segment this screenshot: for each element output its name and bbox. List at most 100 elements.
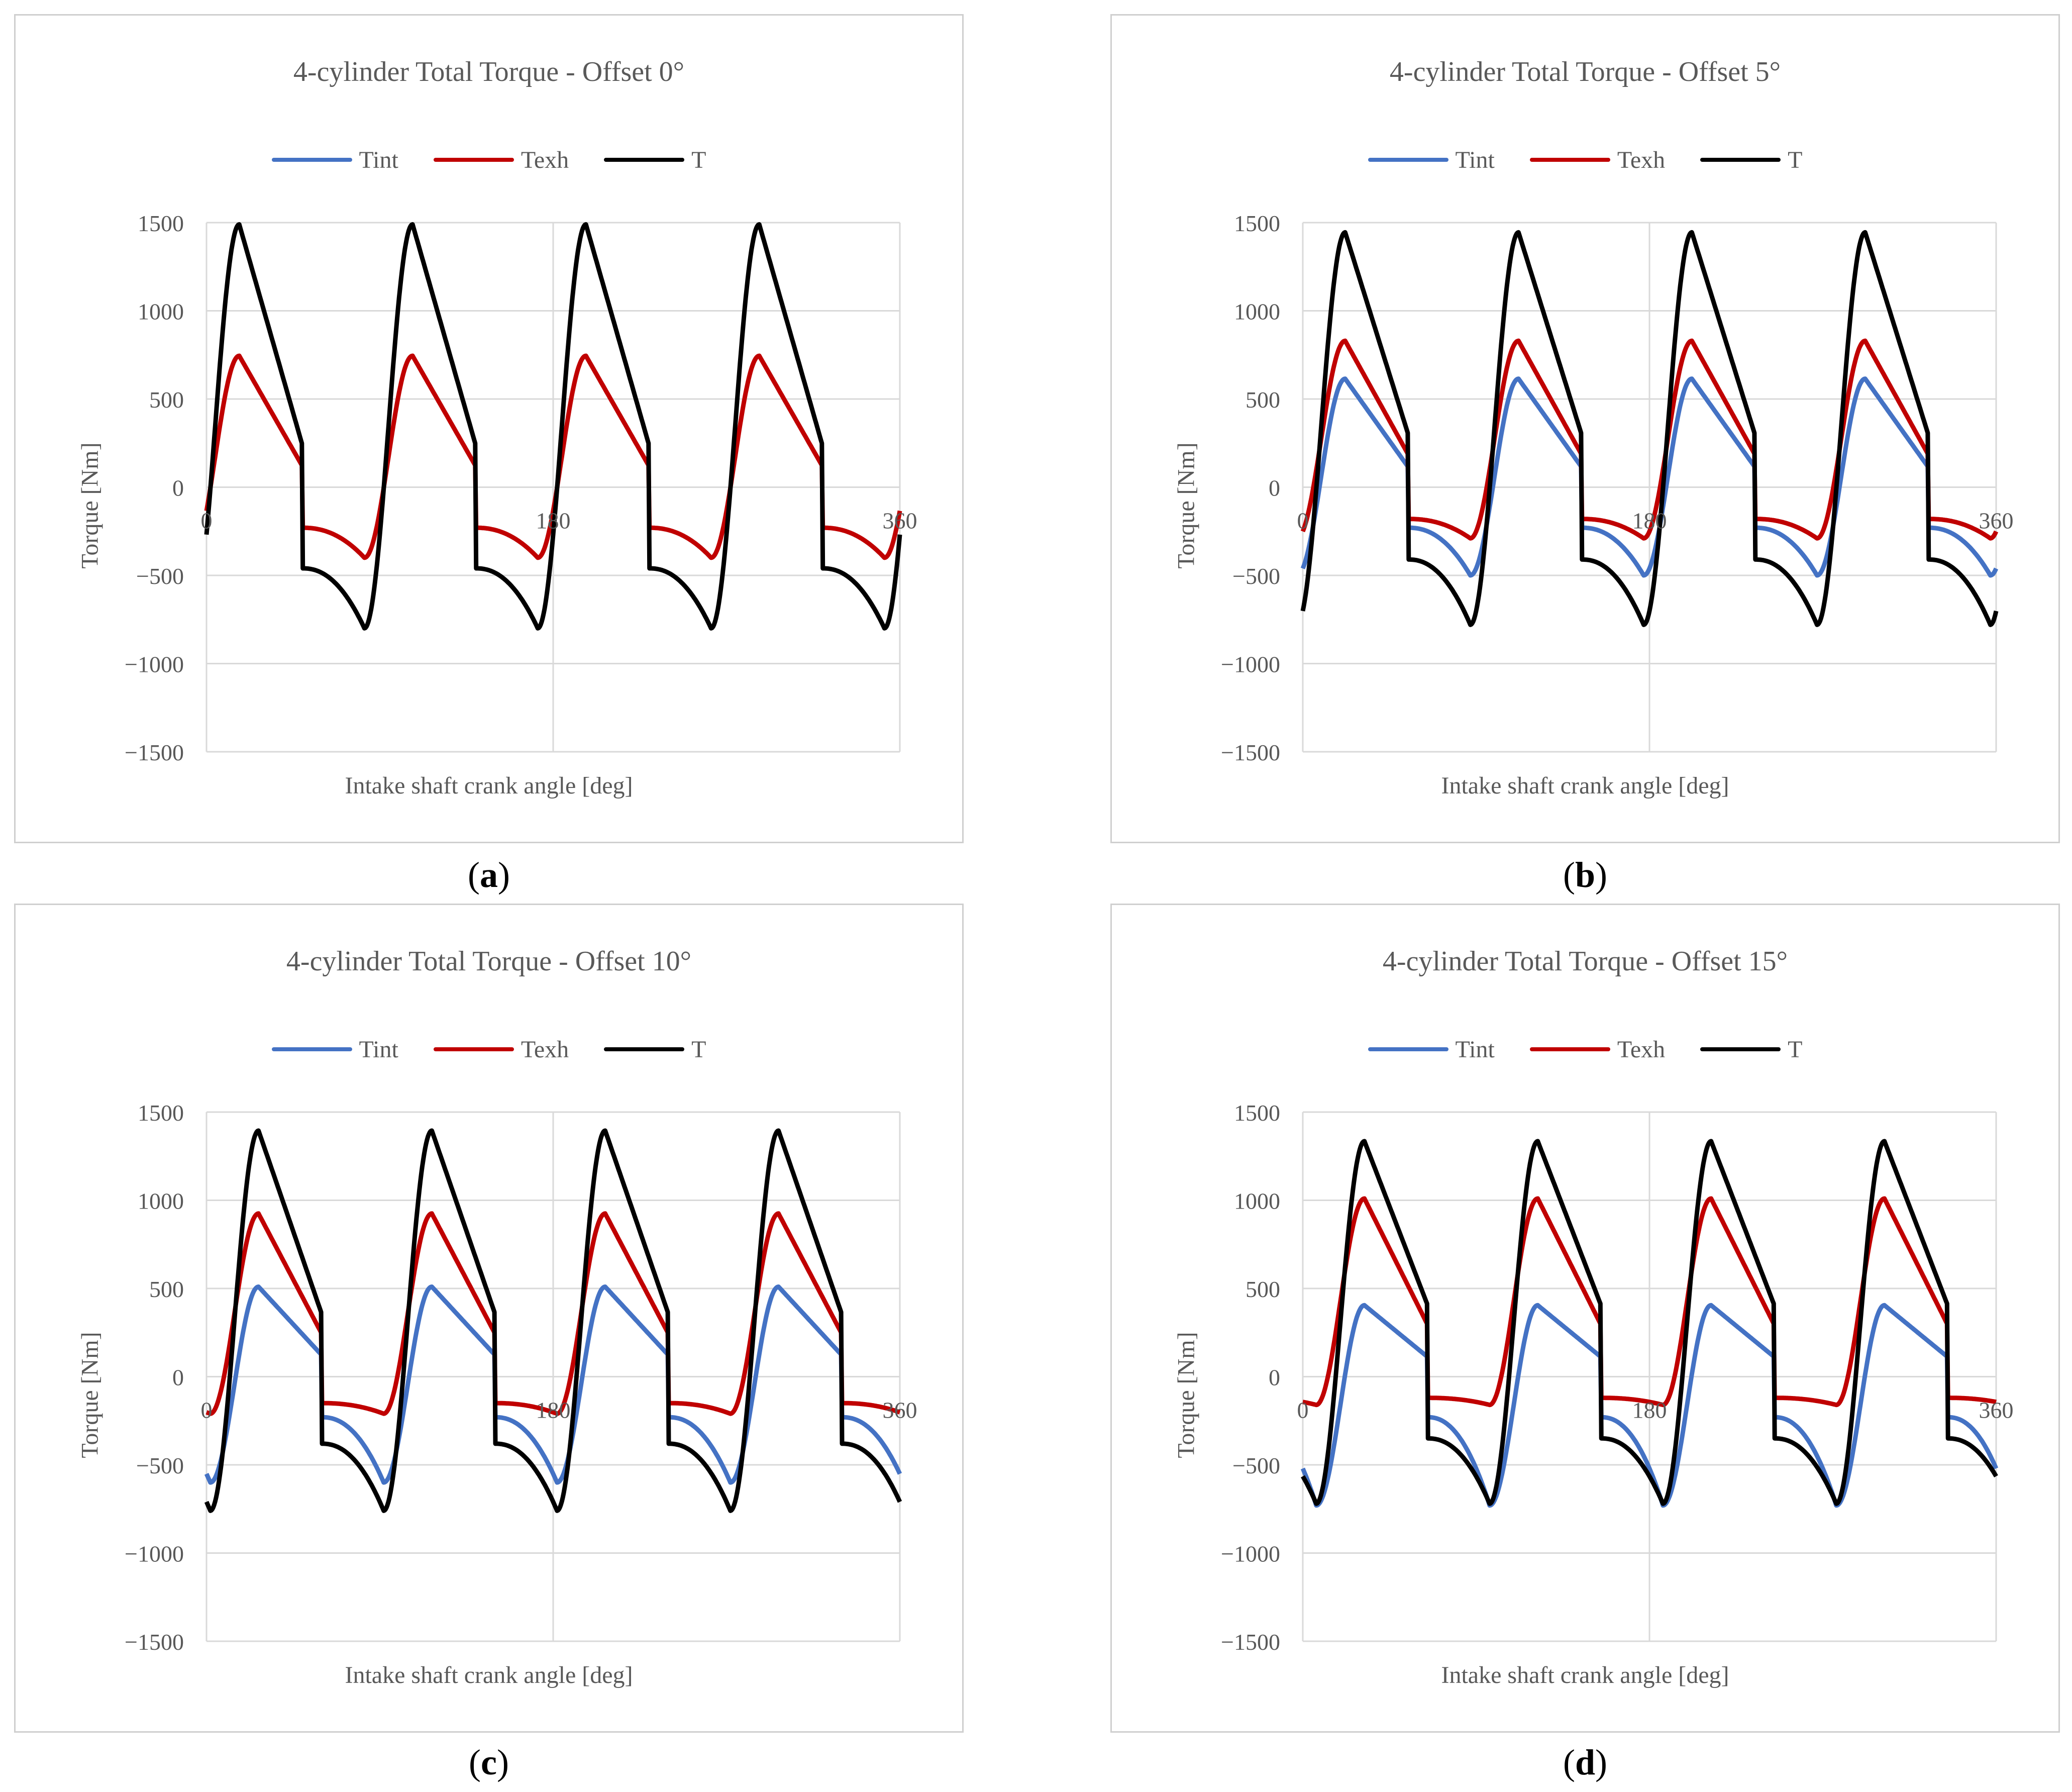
x-tick-label: 180 — [1632, 1398, 1667, 1423]
y-tick-label: 1500 — [138, 211, 184, 236]
panel-caption-d: (d) — [1563, 1742, 1607, 1782]
x-tick-label: 0 — [201, 508, 213, 534]
y-tick-label: 1500 — [138, 1100, 184, 1126]
y-tick-label: 0 — [172, 1365, 184, 1390]
legend-swatch-tint — [271, 1047, 352, 1051]
x-tick-label: 0 — [1297, 508, 1309, 534]
legend-swatch-t — [1700, 1047, 1781, 1051]
series-line-texh — [1301, 1196, 1998, 1408]
legend-item-t: T — [1700, 1032, 1802, 1067]
y-tick-label: 500 — [149, 387, 184, 413]
y-tick-label: 500 — [149, 1276, 184, 1302]
caption-letter: a — [480, 855, 498, 895]
chart-svg-a: 1500 1000 500 0 −1000 −500 −1500 0 180 360 — [125, 211, 917, 765]
chart-svg-b: 1500 1000 500 0 −1000 −500 −1500 0 180 360 — [1221, 211, 2014, 765]
legend-label-texh: Texh — [521, 1036, 569, 1063]
series-line-t — [204, 1128, 902, 1513]
y-tick-label: −1500 — [125, 740, 184, 765]
chart-svg-d: 1500 1000 500 0 −1000 −500 −1500 0 180 360 — [1221, 1100, 2014, 1655]
caption-letter: b — [1575, 855, 1596, 895]
legend-label-texh: Texh — [1617, 146, 1666, 173]
y-tick-label: 1500 — [1234, 211, 1280, 236]
chart-title: 4-cylinder Total Torque - Offset 0° — [293, 56, 685, 87]
y-tick-label: −500 — [136, 563, 184, 589]
legend-item-texh: Texh — [1529, 1032, 1665, 1067]
x-tick-label: 360 — [1979, 508, 2014, 534]
legend-swatch-tint — [1368, 1047, 1448, 1051]
series-line-tint — [1300, 376, 1999, 578]
y-axis-label: Torque [Nm] — [1173, 442, 1200, 569]
legend-label-t: T — [1788, 146, 1803, 173]
legend: Tint Texh T — [16, 142, 962, 177]
y-tick-label: −500 — [1232, 563, 1280, 589]
y-tick-label: 500 — [1246, 387, 1280, 413]
legend-label-tint: Tint — [359, 146, 398, 173]
legend-item-tint: Tint — [271, 142, 398, 177]
y-tick-label: −1500 — [125, 1629, 184, 1655]
x-tick-label: 180 — [536, 508, 571, 534]
chart-panel-d: 1500 1000 500 0 −1000 −500 −1500 0 180 360 4-cyli… — [1110, 904, 2060, 1733]
caption-letter: d — [1575, 1742, 1596, 1782]
y-tick-label: 1000 — [1234, 299, 1280, 325]
legend-swatch-t — [604, 1047, 685, 1051]
series-line-tint — [1300, 1303, 1999, 1508]
x-axis-label: Intake shaft crank angle [deg] — [1441, 772, 1729, 799]
x-axis-label: Intake shaft crank angle [deg] — [345, 772, 633, 799]
legend-item-tint: Tint — [1368, 1032, 1495, 1067]
y-axis-label: Torque [Nm] — [1173, 1332, 1200, 1458]
x-tick-label: 180 — [1632, 508, 1667, 534]
x-axis-label: Intake shaft crank angle [deg] — [345, 1662, 633, 1688]
legend-item-tint: Tint — [1368, 142, 1495, 177]
legend-label-texh: Texh — [521, 146, 569, 173]
y-axis-label: Torque [Nm] — [76, 442, 103, 569]
series-line-t — [1300, 230, 1999, 627]
chart-panel-a: 1500 1000 500 0 −1000 −500 −1500 0 180 360 4-cyli… — [14, 14, 964, 843]
y-tick-label: 0 — [1269, 1365, 1280, 1390]
x-axis-label: Intake shaft crank angle [deg] — [1441, 1662, 1729, 1688]
panel-caption-b: (b) — [1563, 855, 1607, 895]
legend-label-tint: Tint — [1455, 146, 1495, 173]
series-line-t — [1301, 1139, 1998, 1506]
legend-item-t: T — [1700, 142, 1802, 177]
legend-swatch-texh — [433, 1047, 514, 1051]
panel-caption-c: (c) — [469, 1742, 509, 1782]
caption-letter: c — [481, 1742, 497, 1782]
panel-caption-a: (a) — [468, 855, 510, 895]
legend-item-tint: Tint — [271, 1032, 398, 1067]
y-tick-label: 1000 — [1234, 1188, 1280, 1214]
chart-title: 4-cylinder Total Torque - Offset 5° — [1389, 56, 1781, 87]
legend-label-tint: Tint — [1455, 1036, 1495, 1063]
y-tick-label: 1500 — [1234, 1100, 1280, 1126]
y-tick-label: −1500 — [1221, 1629, 1280, 1655]
legend: Tint Texh T — [16, 1032, 962, 1067]
y-tick-label: −500 — [1232, 1453, 1280, 1478]
chart-panel-c: 1500 1000 500 0 −1000 −500 −1500 0 180 360 4-cyli… — [14, 904, 964, 1733]
y-tick-label: 500 — [1246, 1276, 1280, 1302]
legend-label-t: T — [691, 146, 706, 173]
legend-swatch-t — [604, 158, 685, 162]
y-tick-label: −1000 — [125, 1541, 184, 1567]
x-tick-label: 360 — [1979, 1398, 2014, 1423]
legend-swatch-texh — [1529, 158, 1610, 162]
legend-label-t: T — [1788, 1036, 1803, 1063]
legend-item-t: T — [604, 142, 706, 177]
legend: Tint Texh T — [1112, 1032, 2058, 1067]
y-tick-label: 1000 — [138, 299, 184, 325]
legend-swatch-t — [1700, 158, 1781, 162]
legend-swatch-texh — [1529, 1047, 1610, 1051]
legend-label-tint: Tint — [359, 1036, 398, 1063]
y-tick-label: 1000 — [138, 1188, 184, 1214]
chart-title: 4-cylinder Total Torque - Offset 10° — [286, 946, 692, 977]
legend-swatch-tint — [271, 158, 352, 162]
x-tick-label: 0 — [201, 1398, 213, 1423]
legend-item-texh: Texh — [433, 142, 569, 177]
x-tick-label: 180 — [536, 1398, 571, 1423]
series-line-t — [204, 222, 902, 631]
legend: Tint Texh T — [1112, 142, 2058, 177]
chart-panel-b: 1500 1000 500 0 −1000 −500 −1500 0 180 360 4-cyli… — [1110, 14, 2060, 843]
legend-item-texh: Texh — [433, 1032, 569, 1067]
y-tick-label: −500 — [136, 1453, 184, 1478]
y-tick-label: −1500 — [1221, 740, 1280, 765]
legend-label-t: T — [691, 1036, 706, 1063]
legend-item-t: T — [604, 1032, 706, 1067]
